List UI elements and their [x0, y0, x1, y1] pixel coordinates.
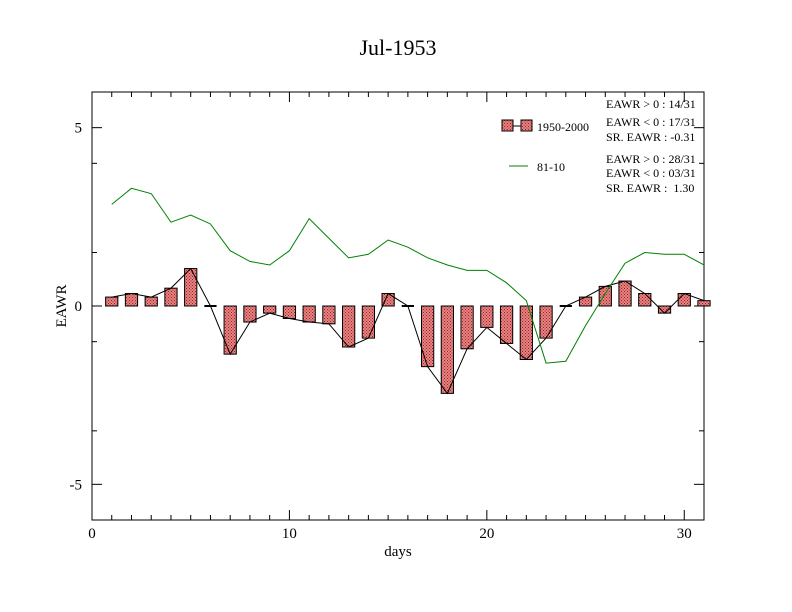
bar — [499, 305, 514, 344]
stat-text: EAWR > 0 : 28/31 — [606, 152, 696, 166]
bar — [342, 305, 356, 348]
legend: 1950-2000 81-10 EAWR > 0 : 14/31 EAWR < 0 :… — [501, 97, 696, 195]
bar — [361, 305, 376, 339]
x-tick-label: 20 — [479, 526, 494, 542]
chart-title: Jul-1953 — [360, 35, 437, 60]
bar — [322, 305, 336, 325]
line-series — [111, 187, 705, 364]
x-axis-label: days — [384, 544, 412, 560]
stat-text: EAWR < 0 : 17/31 — [606, 115, 696, 129]
x-tick-label: 10 — [282, 526, 297, 542]
bar — [144, 296, 158, 307]
bar-series — [105, 267, 711, 395]
stat-text: SR. EAWR : -0.31 — [606, 130, 695, 144]
y-tick-label: 5 — [75, 121, 83, 137]
bar — [460, 305, 474, 350]
y-axis-label: EAWR — [54, 285, 70, 328]
stat-text: EAWR > 0 : 14/31 — [606, 97, 696, 111]
y-tick-label: 0 — [75, 299, 83, 315]
bar — [184, 268, 198, 307]
bar — [697, 300, 711, 307]
bar — [282, 305, 297, 319]
x-tick-label: 30 — [677, 526, 692, 542]
bar — [618, 280, 632, 307]
bar — [420, 305, 435, 368]
bar — [638, 293, 652, 307]
legend-bar-swatch — [520, 119, 533, 132]
bar — [539, 305, 553, 339]
legend-bar-swatch — [501, 119, 514, 132]
bar — [440, 305, 454, 394]
y-tick-label: -5 — [70, 477, 83, 493]
stat-text: SR. EAWR : 1.30 — [606, 181, 694, 195]
x-axis: 0 10 20 30 — [88, 92, 692, 542]
bar — [578, 296, 593, 307]
bar — [598, 285, 612, 307]
bar-series-line — [111, 267, 705, 395]
stat-text: EAWR < 0 : 03/31 — [606, 166, 696, 180]
legend-label-1950-2000: 1950-2000 — [537, 120, 589, 134]
bar — [164, 287, 178, 307]
bar — [105, 296, 119, 307]
bar — [480, 305, 494, 328]
bar — [263, 305, 277, 314]
line-81-10 — [111, 187, 705, 364]
bar — [302, 305, 316, 323]
x-tick-label: 0 — [88, 526, 96, 542]
y-axis: -5 0 5 — [70, 121, 704, 493]
bar — [124, 293, 139, 307]
legend-label-81-10: 81-10 — [537, 160, 565, 174]
